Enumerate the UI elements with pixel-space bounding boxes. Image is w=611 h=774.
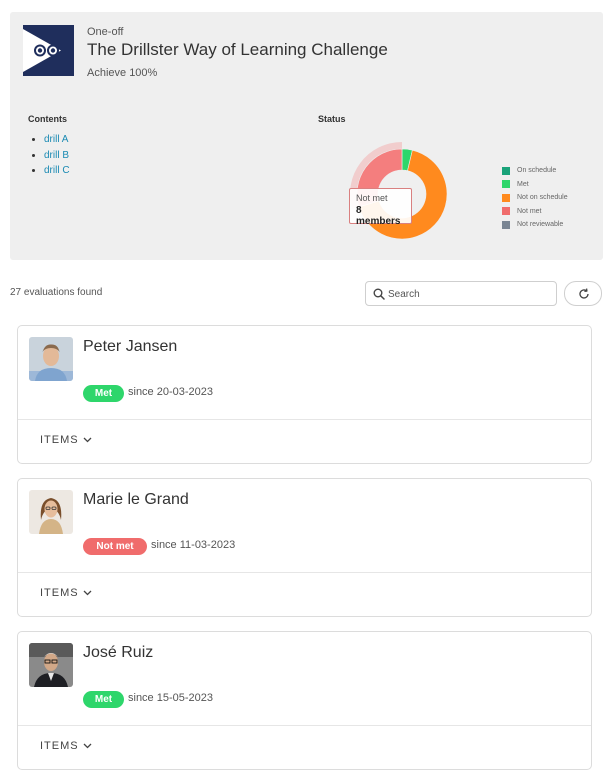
search-input[interactable]	[388, 285, 553, 303]
card-divider	[18, 725, 591, 726]
drillster-logo-icon	[23, 25, 74, 76]
chevron-down-icon	[83, 743, 92, 749]
status-badge: Met	[83, 385, 124, 402]
avatar	[29, 337, 73, 381]
legend-label: Not reviewable	[517, 221, 564, 229]
legend-label: On schedule	[517, 167, 557, 175]
status-since: since 15-05-2023	[128, 692, 214, 704]
legend-item-not-met[interactable]: Not met	[502, 205, 568, 219]
contents-heading: Contents	[28, 114, 67, 124]
challenge-type-label: One-off	[87, 26, 124, 38]
legend-label: Met	[517, 180, 529, 188]
challenge-goal: Achieve 100%	[87, 67, 158, 79]
tooltip-count: 8 members	[356, 205, 401, 227]
chevron-down-icon	[83, 590, 92, 596]
legend-item-on-schedule[interactable]: On schedule	[502, 164, 568, 178]
legend-label: Not met	[517, 207, 542, 215]
items-toggle-label: ITEMS	[40, 587, 79, 599]
evaluation-card: Peter Jansen Met since 20-03-2023 ITEMS	[17, 325, 592, 464]
person-name: José Ruiz	[83, 644, 154, 661]
chart-tooltip: Not met 8 members	[349, 188, 412, 227]
items-toggle[interactable]: ITEMS	[40, 740, 92, 752]
challenge-title: The Drillster Way of Learning Challenge	[87, 40, 388, 59]
search-icon	[373, 288, 385, 300]
items-toggle-label: ITEMS	[40, 740, 79, 752]
status-since: since 11-03-2023	[151, 539, 236, 551]
legend-label: Not on schedule	[517, 194, 568, 202]
status-badge: Not met	[83, 538, 147, 555]
status-heading: Status	[318, 114, 346, 124]
avatar	[29, 490, 73, 534]
legend-swatch	[502, 207, 510, 216]
legend-swatch	[502, 193, 510, 202]
legend-swatch	[502, 220, 510, 229]
legend-swatch	[502, 180, 510, 189]
legend-item-met[interactable]: Met	[502, 178, 568, 192]
legend-swatch	[502, 166, 510, 175]
person-name: Marie le Grand	[83, 491, 189, 508]
card-divider	[18, 572, 591, 573]
evaluation-card: Marie le Grand Not met since 11-03-2023 …	[17, 478, 592, 617]
status-legend: On schedule Met Not on schedule Not met …	[502, 164, 568, 232]
tooltip-status: Not met	[356, 193, 388, 203]
items-toggle-label: ITEMS	[40, 434, 79, 446]
avatar	[29, 643, 73, 687]
items-toggle[interactable]: ITEMS	[40, 434, 92, 446]
evaluation-card: José Ruiz Met since 15-05-2023 ITEMS	[17, 631, 592, 770]
legend-item-not-on-schedule[interactable]: Not on schedule	[502, 191, 568, 205]
drill-link[interactable]: drill C	[30, 163, 70, 179]
challenge-header-card: One-off The Drillster Way of Learning Ch…	[10, 12, 603, 260]
drill-link[interactable]: drill B	[30, 148, 70, 164]
contents-list: drill A drill B drill C	[30, 132, 70, 179]
card-divider	[18, 419, 591, 420]
refresh-button[interactable]	[564, 281, 602, 306]
search-box[interactable]	[365, 281, 557, 306]
items-toggle[interactable]: ITEMS	[40, 587, 92, 599]
person-name: Peter Jansen	[83, 338, 178, 355]
drill-link[interactable]: drill A	[30, 132, 70, 148]
status-since: since 20-03-2023	[128, 386, 214, 398]
chevron-down-icon	[83, 437, 92, 443]
legend-item-not-reviewable[interactable]: Not reviewable	[502, 218, 568, 232]
refresh-icon	[579, 288, 589, 299]
evaluations-count: 27 evaluations found	[10, 287, 103, 298]
status-badge: Met	[83, 691, 124, 708]
